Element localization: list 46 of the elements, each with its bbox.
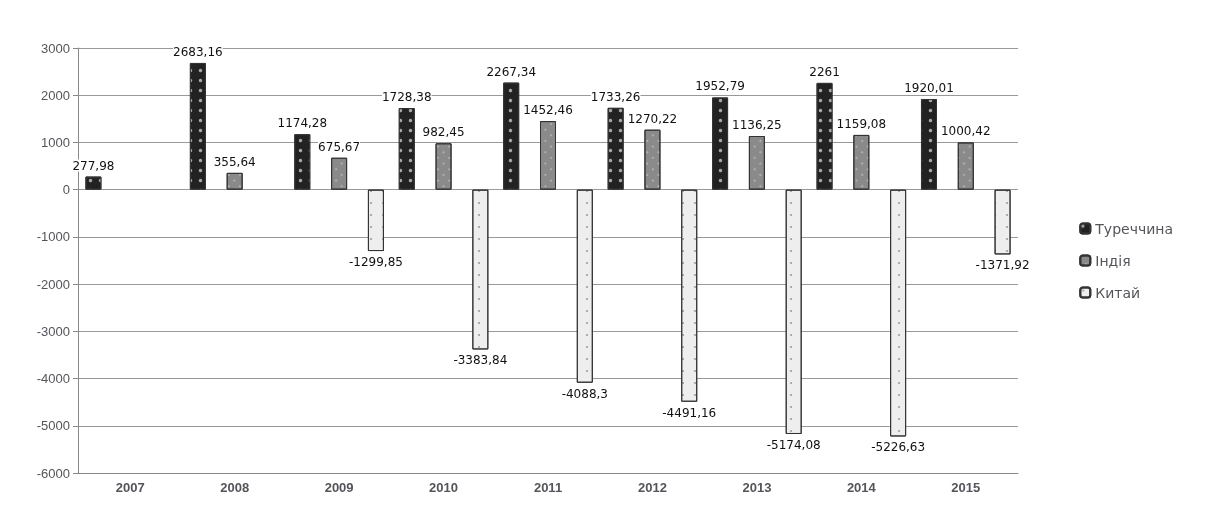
y-tick-label: -5000 xyxy=(36,418,70,434)
x-tick-label: 2007 xyxy=(115,480,145,495)
legend-label: Туреччина xyxy=(1094,220,1174,237)
data-label: 2683,16 xyxy=(173,44,223,59)
x-tick-label: 2014 xyxy=(846,480,877,495)
y-tick-label: -1000 xyxy=(36,229,70,245)
data-label: 277,98 xyxy=(72,158,115,173)
data-label: 675,67 xyxy=(318,139,361,154)
data-label: 1952,79 xyxy=(695,79,745,94)
data-label: 1136,25 xyxy=(732,118,782,133)
data-label: 1174,28 xyxy=(277,116,328,131)
legend-label: Китай xyxy=(1095,284,1141,301)
data-label: 982,45 xyxy=(422,125,465,140)
data-label: -3383,84 xyxy=(453,353,508,368)
x-tick-label: 2011 xyxy=(533,480,563,495)
data-label: -1299,85 xyxy=(348,255,403,270)
data-label: -5174,08 xyxy=(766,438,821,452)
data-label: -5226,63 xyxy=(871,440,926,455)
data-label: 2261 xyxy=(809,64,840,79)
data-label: -4491,16 xyxy=(662,405,717,420)
x-tick-label: 2013 xyxy=(742,480,772,495)
x-tick-label: 2008 xyxy=(220,480,250,495)
y-tick-label: 1000 xyxy=(41,134,70,150)
x-tick-label: 2010 xyxy=(429,480,459,495)
legend-label: Індія xyxy=(1095,252,1131,269)
x-tick-label: 2015 xyxy=(951,480,981,495)
data-label: 1452,46 xyxy=(523,103,573,118)
y-tick-label: -3000 xyxy=(36,323,70,339)
data-label: 1733,26 xyxy=(590,89,641,104)
x-tick-label: 2009 xyxy=(324,480,354,495)
data-label: -4088,3 xyxy=(561,386,608,401)
data-label: 1159,08 xyxy=(836,116,887,131)
data-label: 2267,34 xyxy=(486,64,537,79)
y-tick-label: 2000 xyxy=(41,87,70,103)
x-tick-label: 2012 xyxy=(637,480,667,495)
y-tick-label: -6000 xyxy=(36,465,70,481)
data-label: 1728,38 xyxy=(381,90,432,105)
y-tick-label: 3000 xyxy=(41,40,70,56)
y-tick-label: 0 xyxy=(62,182,70,198)
data-label: 1920,01 xyxy=(904,81,954,95)
data-label: -1371,92 xyxy=(975,258,1030,273)
y-tick-label: -2000 xyxy=(36,276,70,292)
y-tick-label: -4000 xyxy=(36,371,70,387)
data-label: 1000,42 xyxy=(940,124,991,139)
data-label: 355,64 xyxy=(213,154,256,169)
data-label: 1270,22 xyxy=(627,111,678,126)
